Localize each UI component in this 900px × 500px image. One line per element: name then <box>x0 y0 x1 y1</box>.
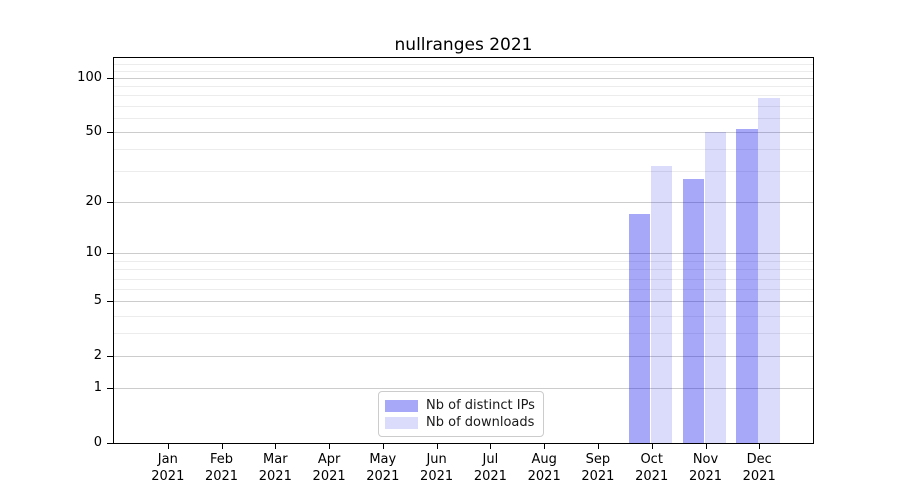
y-tick-label: 50 <box>85 124 102 139</box>
gridline-minor <box>114 269 813 271</box>
y-tick-mark <box>107 356 113 358</box>
x-tick-label: Aug 2021 <box>527 452 561 484</box>
bar-distinct-ips <box>736 129 758 443</box>
x-tick-label: Oct 2021 <box>635 452 669 484</box>
x-tick-mark <box>329 444 331 449</box>
y-tick-mark <box>107 202 113 204</box>
x-tick-label: Jan 2021 <box>151 452 185 484</box>
bar-downloads <box>650 166 673 443</box>
legend-item-downloads: Nb of downloads <box>385 415 535 430</box>
gridline-major <box>114 253 813 255</box>
gridline-minor <box>114 289 813 291</box>
gridline-minor <box>114 149 813 151</box>
gridline-minor <box>114 171 813 173</box>
bars-layer <box>114 58 813 443</box>
x-tick-mark <box>275 444 277 449</box>
y-tick-mark <box>107 132 113 133</box>
gridline-minor <box>114 117 813 119</box>
gridline-minor <box>114 86 813 88</box>
grid-layer <box>114 58 813 443</box>
y-tick-label: 1 <box>93 380 102 396</box>
legend-swatch-downloads <box>385 416 418 429</box>
legend-label-downloads: Nb of downloads <box>426 415 535 430</box>
bar-downloads <box>758 98 780 443</box>
gridline-minor <box>114 278 813 280</box>
x-tick-mark <box>382 444 384 449</box>
x-tick-label: Jul 2021 <box>473 452 507 484</box>
gridline-minor <box>114 333 813 335</box>
gridline-minor <box>114 70 813 72</box>
legend-label-distinct-ips: Nb of distinct IPs <box>426 398 535 413</box>
gridline-major <box>114 132 813 133</box>
gridline-minor <box>114 315 813 317</box>
x-tick-label: Nov 2021 <box>688 452 723 484</box>
x-tick-mark <box>651 444 653 449</box>
y-tick-label: 10 <box>85 245 102 261</box>
x-tick-label: May 2021 <box>366 452 400 484</box>
x-tick-mark <box>167 444 169 449</box>
y-tick-mark <box>107 443 113 444</box>
y-tick-label: 100 <box>77 70 102 85</box>
gridline-major <box>114 388 813 390</box>
chart-title: nullranges 2021 <box>394 35 533 55</box>
plot-area <box>113 57 814 444</box>
x-tick-label: Dec 2021 <box>742 452 776 484</box>
gridline-major <box>114 202 813 204</box>
x-tick-mark <box>759 444 761 449</box>
y-tick-label: 20 <box>85 194 102 210</box>
y-tick-mark <box>107 253 113 255</box>
gridline-major <box>114 356 813 358</box>
x-tick-mark <box>544 444 546 449</box>
x-tick-mark <box>221 444 223 449</box>
gridline-minor <box>114 95 813 97</box>
legend-item-distinct-ips: Nb of distinct IPs <box>385 398 535 413</box>
bar-distinct-ips <box>682 179 704 443</box>
gridline-major <box>114 78 813 79</box>
x-tick-mark <box>436 444 438 449</box>
gridline-minor <box>114 63 813 65</box>
y-tick-label: 5 <box>93 293 102 309</box>
y-tick-mark <box>107 78 113 79</box>
gridline-minor <box>114 260 813 262</box>
x-tick-mark <box>597 444 599 449</box>
legend: Nb of distinct IPs Nb of downloads <box>378 391 544 437</box>
x-tick-label: Sep 2021 <box>581 452 615 484</box>
x-tick-label: Jun 2021 <box>420 452 454 484</box>
x-tick-label: Mar 2021 <box>258 452 292 484</box>
y-tick-mark <box>107 388 113 390</box>
y-tick-label: 0 <box>93 435 102 450</box>
bar-distinct-ips <box>628 214 651 443</box>
bar-downloads <box>704 132 726 443</box>
legend-swatch-distinct-ips <box>385 399 418 412</box>
x-tick-label: Apr 2021 <box>312 452 346 484</box>
y-tick-mark <box>107 301 113 303</box>
gridline-minor <box>114 105 813 107</box>
gridline-major <box>114 301 813 303</box>
x-tick-mark <box>705 444 707 449</box>
y-tick-label: 2 <box>93 348 102 364</box>
x-tick-mark <box>490 444 492 449</box>
x-tick-label: Feb 2021 <box>204 452 239 484</box>
